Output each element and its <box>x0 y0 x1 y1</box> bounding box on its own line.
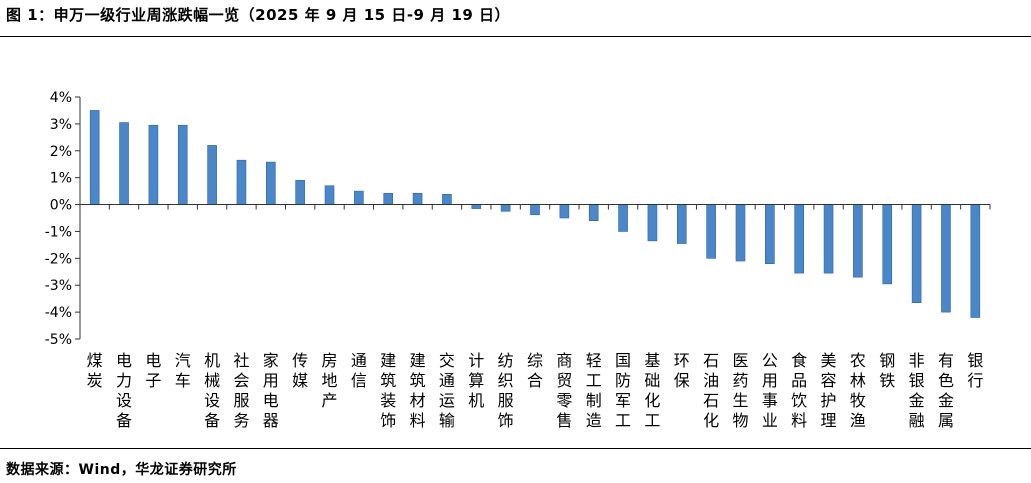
figure-title: 图 1：申万一级行业周涨跌幅一览（2025 年 9 月 15 日-9 月 19 … <box>6 6 511 24</box>
category-label: 基础化工 <box>644 351 660 430</box>
y-tick-label: -2% <box>45 251 72 267</box>
bars <box>89 110 981 318</box>
y-tick-label: 2% <box>50 144 72 160</box>
bar <box>588 204 599 221</box>
category-label: 银行 <box>967 351 983 390</box>
category-label: 纺织服饰 <box>498 351 514 430</box>
bar <box>559 204 570 219</box>
category-label: 房地产 <box>322 351 338 410</box>
category-label: 综合 <box>527 351 543 390</box>
category-label: 轻工制造 <box>586 351 602 430</box>
category-label: 传媒 <box>292 351 308 390</box>
bar <box>207 145 217 205</box>
category-label: 建筑材料 <box>410 351 426 430</box>
bar-chart: 4% 3% 2% 1% 0% -1% -2% -3% -4% -5% 煤炭电力设备电子汽车机械设备… <box>45 90 991 430</box>
category-label: 有色金属 <box>938 351 954 430</box>
bar <box>354 190 364 205</box>
category-label: 石油石化 <box>703 351 719 430</box>
bar <box>647 204 658 242</box>
bar <box>500 204 511 212</box>
bar <box>794 204 804 274</box>
bar <box>383 192 394 205</box>
category-label: 食品饮料 <box>791 351 807 430</box>
category-label: 美容护理 <box>821 351 837 430</box>
category-label: 电力设备 <box>116 351 132 430</box>
bar <box>266 161 276 205</box>
bar <box>882 204 893 285</box>
bar <box>853 204 863 278</box>
category-label: 商贸零售 <box>556 351 572 430</box>
category-label: 通信 <box>351 351 367 390</box>
bar <box>236 159 247 205</box>
y-axis: 4% 3% 2% 1% 0% -1% -2% -3% -4% -5% <box>45 90 81 348</box>
category-label: 汽车 <box>175 351 191 390</box>
category-label: 社会服务 <box>233 351 249 430</box>
y-tick-label: -1% <box>45 224 72 240</box>
y-tick-label: -3% <box>45 278 72 294</box>
category-label: 交通运输 <box>439 351 455 430</box>
category-label: 建筑装饰 <box>380 351 396 430</box>
bar <box>911 204 922 304</box>
category-label: 国防军工 <box>615 351 631 430</box>
bar <box>442 194 452 205</box>
bar <box>471 204 482 209</box>
bar <box>676 204 687 244</box>
y-tick-label: 1% <box>50 171 72 187</box>
bar <box>324 185 335 205</box>
category-label: 计算机 <box>468 351 484 410</box>
category-label: 煤炭 <box>87 351 103 390</box>
bar <box>177 124 188 205</box>
y-tick-label: 3% <box>50 117 72 133</box>
bar <box>295 180 305 205</box>
category-label: 钢铁 <box>879 351 895 390</box>
y-tick-label: 0% <box>50 198 72 214</box>
bar <box>706 204 716 259</box>
category-label: 机械设备 <box>204 351 220 430</box>
bar <box>735 204 746 262</box>
bar <box>148 124 159 205</box>
category-label: 农林牧渔 <box>850 351 866 430</box>
y-tick-label: -4% <box>45 305 72 321</box>
category-label: 环保 <box>674 351 690 390</box>
bar <box>823 204 834 274</box>
y-tick-label: 4% <box>50 90 72 106</box>
bar <box>412 192 423 205</box>
bottom-rule <box>0 448 1031 449</box>
category-label: 公用事业 <box>762 351 778 430</box>
bar <box>618 204 628 232</box>
source-note: 数据来源：Wind，华龙证券研究所 <box>6 462 237 478</box>
category-label: 非银金融 <box>909 351 925 430</box>
bar <box>119 122 129 205</box>
category-label: 电子 <box>145 351 161 390</box>
category-label: 家用电器 <box>263 351 279 430</box>
x-axis <box>79 204 991 210</box>
bar <box>941 204 951 313</box>
bar <box>765 204 775 265</box>
y-tick-label: -5% <box>45 332 72 348</box>
bar <box>970 204 981 318</box>
bar <box>530 204 540 216</box>
top-rule <box>0 36 1031 37</box>
category-label: 医药生物 <box>732 351 748 430</box>
category-labels: 煤炭电力设备电子汽车机械设备社会服务家用电器传媒房地产通信建筑装饰建筑材料交通运… <box>87 351 984 430</box>
bar <box>89 110 100 205</box>
